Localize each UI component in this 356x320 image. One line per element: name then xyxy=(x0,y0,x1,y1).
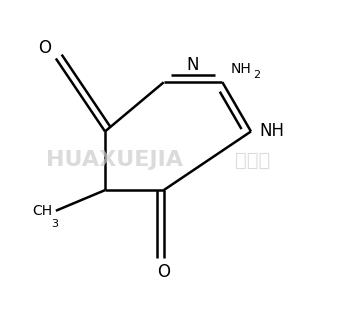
Text: CH: CH xyxy=(32,204,53,218)
Text: 2: 2 xyxy=(253,70,260,80)
Text: NH: NH xyxy=(259,123,284,140)
Text: O: O xyxy=(157,263,170,281)
Text: NH: NH xyxy=(230,62,251,76)
Text: HUAXUEJIA: HUAXUEJIA xyxy=(46,150,183,170)
Text: O: O xyxy=(38,39,51,57)
Text: 化学加: 化学加 xyxy=(235,150,270,170)
Text: N: N xyxy=(187,56,199,74)
Text: 3: 3 xyxy=(51,219,58,229)
